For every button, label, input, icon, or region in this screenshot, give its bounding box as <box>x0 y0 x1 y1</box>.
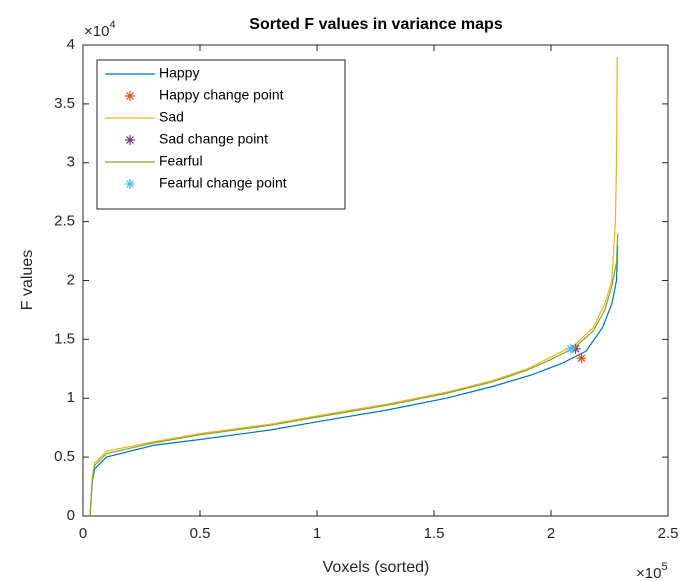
x-tick-label: 2 <box>547 525 555 542</box>
change-point <box>125 179 135 189</box>
change-point <box>125 135 135 145</box>
y-multiplier: ×104 <box>84 19 116 40</box>
x-tick-label: 1.5 <box>424 525 445 542</box>
legend-label: Happy <box>159 65 199 81</box>
marker-stroke <box>577 354 586 363</box>
marker-stroke <box>126 92 134 100</box>
y-tick-label: 1 <box>67 389 75 406</box>
y-tick-label: 4 <box>67 36 75 53</box>
y-tick-label: 2 <box>67 271 75 288</box>
y-tick-label: 3 <box>67 154 75 171</box>
y-tick-label: 0.5 <box>54 448 75 465</box>
marker-stroke <box>126 180 134 188</box>
series-line <box>89 233 619 517</box>
y-axis-label: F values <box>19 250 36 310</box>
legend-label: Happy change point <box>159 87 284 103</box>
x-tick-label: 0 <box>79 525 87 542</box>
x-tick-label: 0.5 <box>190 525 211 542</box>
legend-label: Fearful <box>159 153 203 169</box>
marker-stroke <box>126 136 134 144</box>
legend-box <box>96 59 346 210</box>
change-point <box>125 91 135 101</box>
x-tick-label: 2.5 <box>658 525 679 542</box>
legend-label: Sad <box>159 109 184 125</box>
marker-stroke <box>566 344 575 353</box>
x-tick-label: 1 <box>313 525 321 542</box>
chart-title: Sorted F values in variance maps <box>249 16 503 33</box>
x-axis-label: Voxels (sorted) <box>323 559 430 576</box>
legend-label: Fearful change point <box>159 175 287 191</box>
y-tick-label: 0 <box>67 507 75 524</box>
change-point <box>565 343 576 354</box>
change-point <box>576 353 587 364</box>
y-tick-label: 3.5 <box>54 95 75 112</box>
y-tick-label: 1.5 <box>54 330 75 347</box>
legend-label: Sad change point <box>159 131 268 147</box>
series-line <box>89 56 618 517</box>
y-tick-label: 2.5 <box>54 213 75 230</box>
x-multiplier: ×105 <box>636 561 668 581</box>
series-line <box>89 245 619 517</box>
